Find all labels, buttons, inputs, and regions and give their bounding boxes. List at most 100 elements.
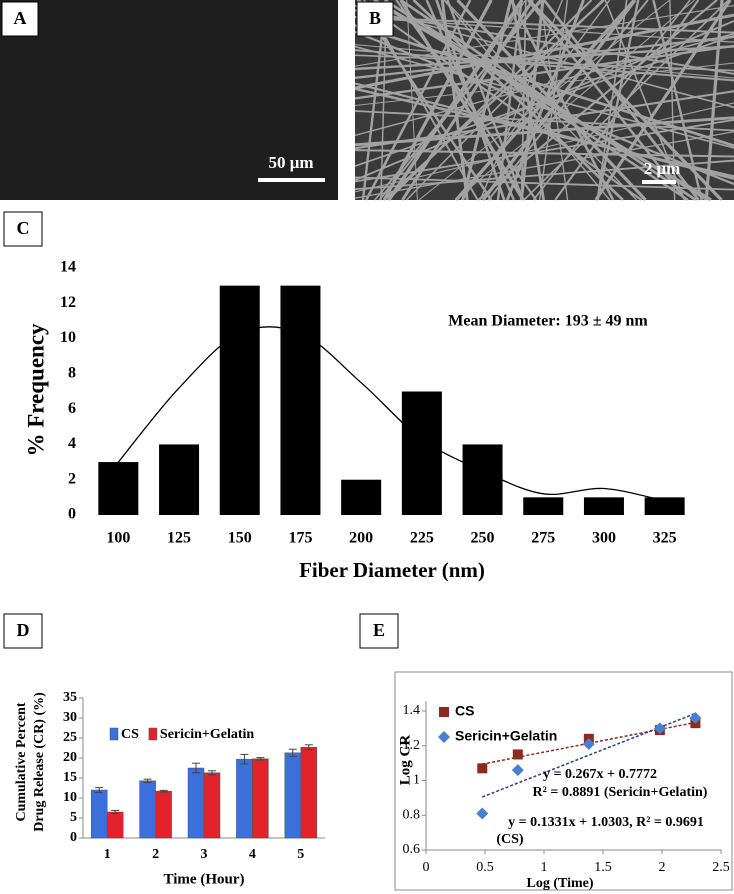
- annotation: y = 0.1331x + 1.0303, R² = 0.9691: [508, 815, 704, 830]
- legend-swatch: [109, 727, 119, 741]
- error-bar: [192, 762, 200, 774]
- annotation: y = 0.267x + 0.7772: [543, 767, 657, 782]
- panel-label: E: [373, 620, 385, 640]
- bar: [106, 811, 124, 839]
- panel-label-box: [356, 1, 394, 37]
- bar: [252, 758, 269, 839]
- x-axis-label: Log (Time): [526, 876, 593, 891]
- y-tick-label: 1.2: [403, 738, 421, 753]
- y-tick-label: 0.8: [403, 807, 421, 822]
- y-axis-label: % Frequency: [23, 323, 48, 457]
- x-tick-label: 175: [288, 530, 312, 547]
- marker: [582, 738, 595, 751]
- annotation: Mean Diameter: 193 ± 49 nm: [448, 313, 648, 330]
- marker: [512, 749, 523, 760]
- bar: [236, 758, 253, 839]
- x-tick-label: 100: [106, 530, 130, 547]
- bar: [583, 497, 624, 515]
- y-axis-label: Cumulative Percent: [14, 702, 29, 821]
- bar: [90, 789, 108, 839]
- bar: [462, 444, 503, 515]
- y-tick-label: 10: [60, 329, 76, 346]
- legend-swatch: [148, 727, 158, 741]
- y-axis-label: Drug Release (CR) (%): [32, 692, 47, 832]
- error-bar: [95, 787, 104, 793]
- bar: [187, 767, 205, 839]
- legend-label: CS: [455, 703, 474, 719]
- error-bar: [111, 809, 120, 815]
- y-axis-label: Log CR: [397, 735, 413, 786]
- bar: [98, 462, 139, 515]
- scale-bar-label: 50 μm: [268, 153, 313, 172]
- error-bar: [143, 778, 152, 783]
- y-tick-label: 20: [63, 750, 77, 765]
- marker: [653, 722, 666, 735]
- bar: [300, 746, 318, 839]
- chart-frame: [394, 671, 733, 891]
- bar: [401, 391, 442, 515]
- x-tick-label: 200: [349, 530, 373, 547]
- x-tick-label: 2.5: [712, 860, 730, 875]
- panel-label: D: [17, 620, 30, 640]
- x-tick-label: 250: [471, 530, 495, 547]
- bar: [644, 497, 685, 515]
- x-axis-label: Time (Hour): [164, 871, 245, 887]
- x-tick-label: 0: [423, 860, 430, 875]
- y-tick-label: 4: [68, 435, 76, 452]
- bar: [155, 790, 172, 839]
- error-bar: [208, 770, 216, 776]
- y-tick-label: 8: [68, 365, 76, 382]
- legend-label: CS: [121, 727, 139, 742]
- y-tick-label: 0: [68, 506, 76, 523]
- marker: [511, 764, 524, 777]
- panel-label-box: [359, 613, 399, 649]
- x-tick-label: 2: [152, 847, 159, 862]
- x-tick-label: 300: [592, 530, 616, 547]
- panel-label-box: [1, 1, 39, 37]
- y-tick-label: 14: [60, 259, 76, 276]
- x-tick-label: 125: [167, 530, 191, 547]
- x-tick-label: 5: [297, 847, 304, 862]
- x-tick-label: 150: [228, 530, 252, 547]
- x-tick-label: 3: [201, 847, 208, 862]
- annotation: R² = 0.8891 (Sericin+Gelatin): [533, 785, 708, 800]
- bar: [284, 752, 302, 839]
- x-tick-label: 275: [531, 530, 555, 547]
- legend-marker: [439, 707, 449, 717]
- x-tick-label: 4: [249, 847, 256, 862]
- legend-label: Sericin+Gelatin: [160, 727, 255, 742]
- fibers: [354, 0, 734, 202]
- y-tick-label: 35: [63, 690, 77, 705]
- x-tick-label: 1: [541, 860, 548, 875]
- error-bar: [304, 744, 313, 751]
- panel-label-box: [3, 613, 43, 649]
- error-bar: [256, 757, 265, 761]
- scale-bar-label: 2 μm: [644, 159, 681, 178]
- panel-label-box: [3, 211, 43, 247]
- bar: [203, 772, 221, 839]
- bar: [219, 285, 260, 515]
- marker: [689, 711, 702, 724]
- legend-label: Sericin+Gelatin: [455, 728, 557, 744]
- y-tick-label: 12: [60, 294, 76, 311]
- bar: [523, 497, 564, 515]
- bar: [139, 780, 156, 839]
- x-tick-label: 1: [104, 847, 111, 862]
- y-tick-label: 0: [70, 830, 77, 845]
- y-tick-label: 25: [63, 730, 77, 745]
- error-bar: [288, 748, 297, 757]
- sem-image: [0, 0, 338, 200]
- panel-label: A: [14, 8, 27, 28]
- error-bar: [240, 753, 249, 765]
- y-tick-label: 15: [63, 770, 77, 785]
- bar: [341, 479, 382, 515]
- y-tick-label: 1: [413, 773, 420, 788]
- y-tick-label: 5: [70, 810, 77, 825]
- y-tick-label: 2: [68, 470, 76, 487]
- x-tick-label: 2: [659, 860, 666, 875]
- y-tick-label: 1.4: [403, 703, 421, 718]
- fit-curve: [117, 326, 665, 502]
- annotation: (CS): [496, 832, 524, 847]
- x-axis-label: Fiber Diameter (nm): [299, 558, 485, 582]
